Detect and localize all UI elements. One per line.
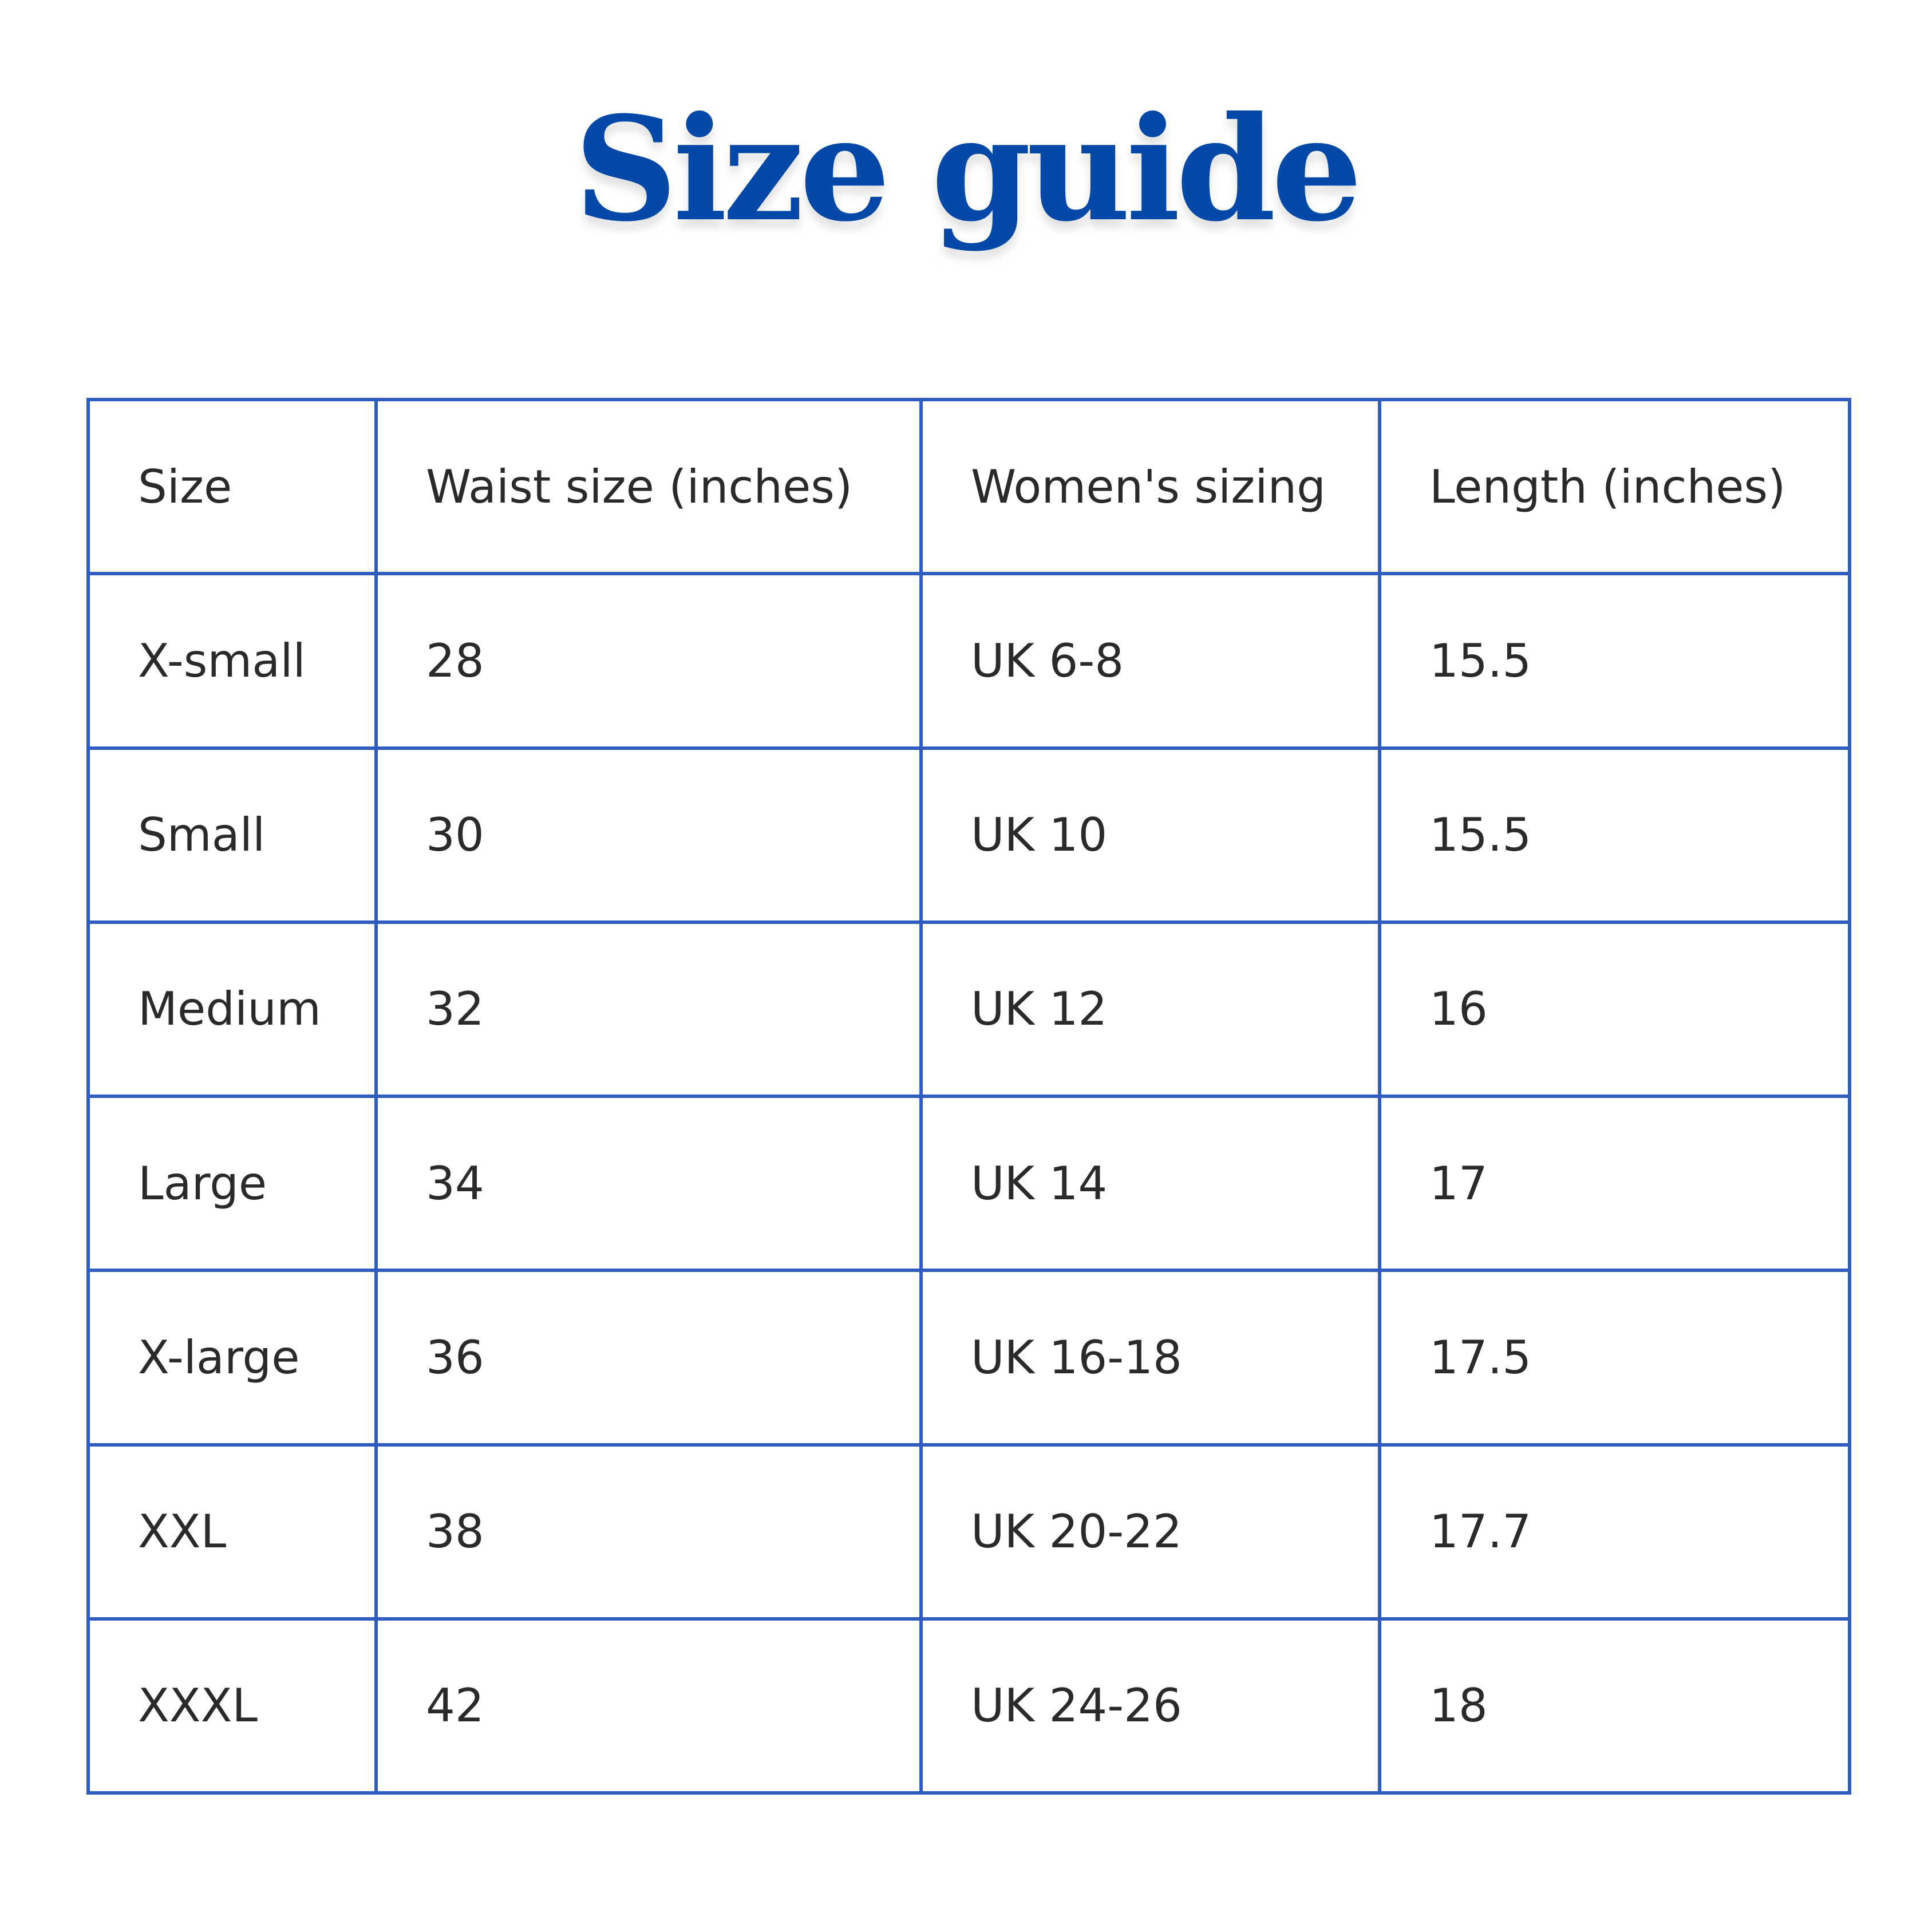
- table-cell: UK 6-8: [919, 572, 1381, 750]
- table-cell: 17.7: [1378, 1443, 1851, 1621]
- table-cell: 18: [1378, 1617, 1851, 1795]
- header-row: Size Waist size (inches) Women's sizing Len…: [86, 397, 1851, 576]
- table-cell: UK 10: [919, 746, 1381, 924]
- table-cell: UK 20-22: [919, 1443, 1381, 1621]
- size-guide-table: Size Waist size (inches) Women's sizing Len…: [86, 397, 1851, 1795]
- table-cell: XXXL: [86, 1617, 378, 1795]
- table-cell: XXL: [86, 1443, 378, 1621]
- table-row: Small 30 UK 10 15.5: [86, 746, 1851, 924]
- table-row: Medium 32 UK 12 16: [86, 920, 1851, 1099]
- table-row: XXXL 42 UK 24-26 18: [86, 1617, 1851, 1795]
- table-cell: UK 24-26: [919, 1617, 1381, 1795]
- table-cell: UK 14: [919, 1094, 1381, 1273]
- table-cell: 17.5: [1378, 1269, 1851, 1447]
- table-cell: Small: [86, 746, 378, 924]
- header-cell: Length (inches): [1378, 397, 1851, 576]
- table-row: XXL 38 UK 20-22 17.7: [86, 1443, 1851, 1621]
- header-cell: Women's sizing: [919, 397, 1381, 576]
- table-row: X-small 28 UK 6-8 15.5: [86, 572, 1851, 750]
- table-cell: 30: [374, 746, 923, 924]
- table-cell: 42: [374, 1617, 923, 1795]
- table-cell: 36: [374, 1269, 923, 1447]
- table-cell: 34: [374, 1094, 923, 1273]
- page-title: Size guide: [574, 85, 1362, 253]
- table-cell: Large: [86, 1094, 378, 1273]
- table-cell: 28: [374, 572, 923, 750]
- table-cell: X-large: [86, 1269, 378, 1447]
- table-cell: 15.5: [1378, 746, 1851, 924]
- header-cell: Waist size (inches): [374, 397, 923, 576]
- table-cell: 16: [1378, 920, 1851, 1099]
- table-row: X-large 36 UK 16-18 17.5: [86, 1269, 1851, 1447]
- table-cell: 38: [374, 1443, 923, 1621]
- table-cell: UK 12: [919, 920, 1381, 1099]
- table-cell: UK 16-18: [919, 1269, 1381, 1447]
- table-row: Large 34 UK 14 17: [86, 1094, 1851, 1273]
- table-cell: 15.5: [1378, 572, 1851, 750]
- header-cell: Size: [86, 397, 378, 576]
- table-cell: X-small: [86, 572, 378, 750]
- table-cell: 17: [1378, 1094, 1851, 1273]
- table-cell: 32: [374, 920, 923, 1099]
- table-cell: Medium: [86, 920, 378, 1099]
